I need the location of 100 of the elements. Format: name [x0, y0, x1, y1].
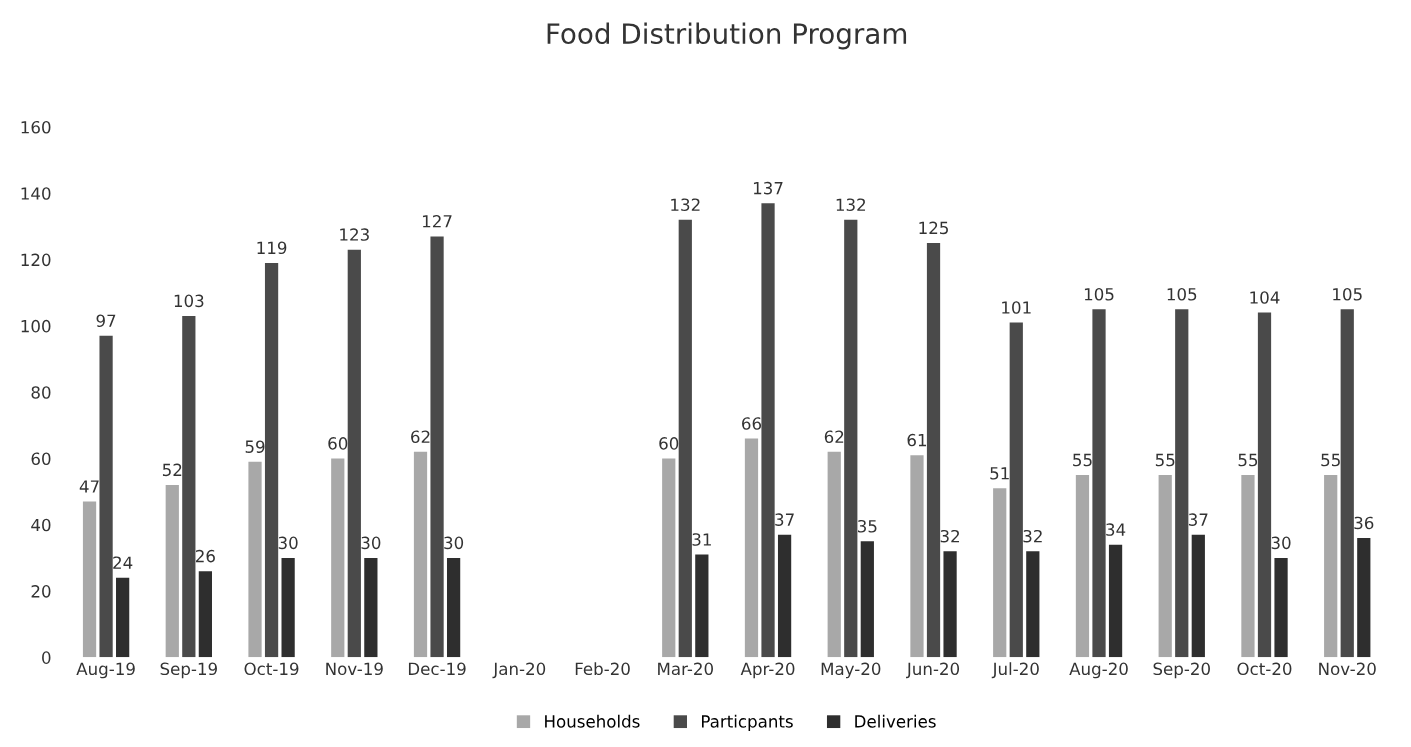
y-tick-label: 120 — [21, 253, 51, 267]
data-label: 62 — [411, 430, 430, 444]
y-tick-label: 20 — [31, 585, 51, 598]
bar — [926, 243, 941, 658]
data-label: 30 — [444, 536, 464, 550]
bar — [662, 458, 676, 658]
data-label: 55 — [1073, 453, 1092, 467]
bar — [844, 219, 858, 658]
x-tick-label: Nov-19 — [326, 662, 383, 676]
bar — [347, 249, 361, 658]
data-label: 105 — [1084, 287, 1114, 301]
bar — [430, 236, 444, 658]
x-tick-label: Aug-19 — [76, 662, 135, 679]
bar — [860, 541, 874, 658]
x-tick-label: Aug-20 — [1069, 662, 1128, 679]
data-label: 119 — [257, 241, 287, 255]
data-label: 66 — [742, 417, 762, 430]
data-label: 31 — [692, 533, 711, 546]
data-label: 30 — [1271, 536, 1291, 550]
legend-label: Deliveries — [855, 714, 936, 728]
data-label: 125 — [919, 221, 948, 235]
bar — [1175, 309, 1189, 658]
data-label: 132 — [836, 198, 866, 212]
bar — [1324, 475, 1338, 658]
data-label: 60 — [328, 437, 348, 450]
bar — [116, 577, 130, 658]
legend-label: Households — [545, 714, 640, 728]
data-label: 101 — [1002, 301, 1031, 314]
bar — [1158, 475, 1172, 658]
data-label: 55 — [1238, 453, 1258, 467]
data-label: 59 — [245, 440, 265, 453]
bar — [678, 219, 692, 658]
bar — [1257, 312, 1272, 658]
x-tick-label: Jan-20 — [492, 662, 546, 679]
data-label: 52 — [162, 463, 182, 477]
data-label: 36 — [1354, 516, 1374, 530]
bar — [1241, 475, 1255, 658]
bar — [165, 484, 179, 658]
data-label: 30 — [361, 536, 381, 550]
bar — [1075, 475, 1090, 658]
data-label: 105 — [1167, 287, 1197, 301]
bar — [744, 438, 759, 658]
data-label: 32 — [940, 529, 960, 543]
y-tick-label: 40 — [31, 518, 51, 532]
bar — [761, 203, 775, 658]
bar — [99, 335, 113, 658]
bar — [943, 551, 957, 658]
bar — [446, 557, 461, 658]
x-tick-label: Dec-19 — [408, 662, 466, 676]
y-tick-label: 0 — [42, 651, 51, 664]
data-label: 55 — [1321, 453, 1340, 467]
x-tick-label: Jun-20 — [906, 662, 960, 679]
x-tick-label: Apr-20 — [740, 662, 795, 679]
data-label: 34 — [1106, 523, 1126, 536]
data-label: 24 — [113, 556, 133, 569]
x-tick-label: Nov-20 — [1319, 662, 1376, 676]
data-label: 47 — [79, 480, 99, 493]
data-label: 26 — [196, 549, 215, 563]
x-tick-label: May-20 — [821, 662, 881, 679]
x-tick-label: Jul-20 — [991, 662, 1039, 679]
bar — [1340, 309, 1354, 658]
bar — [364, 557, 378, 658]
data-label: 97 — [96, 314, 116, 328]
x-tick-label: Sep-20 — [1153, 662, 1210, 679]
chart-title: Food Distribution Program — [547, 22, 907, 50]
data-label: 61 — [907, 433, 927, 447]
data-label: 32 — [1023, 529, 1042, 543]
data-label: 55 — [1155, 453, 1175, 467]
bar — [264, 262, 279, 658]
bar — [695, 554, 709, 658]
bar — [1026, 551, 1040, 658]
bar — [1108, 544, 1123, 658]
bar — [281, 557, 295, 658]
bar — [1357, 538, 1371, 658]
bar — [248, 461, 262, 658]
data-label: 30 — [278, 536, 298, 550]
data-label: 137 — [753, 181, 783, 195]
y-tick-label: 60 — [31, 452, 51, 466]
bar — [1274, 557, 1288, 658]
bar — [993, 488, 1007, 658]
data-label: 104 — [1250, 291, 1280, 304]
data-label: 51 — [990, 467, 1009, 480]
bar — [198, 571, 212, 658]
bar — [182, 315, 196, 658]
bar — [331, 458, 345, 658]
data-label: 103 — [174, 294, 204, 308]
y-tick-label: 80 — [31, 386, 51, 399]
y-tick-label: 100 — [21, 319, 51, 333]
data-label: 132 — [671, 198, 700, 212]
data-label: 105 — [1333, 287, 1362, 301]
y-tick-label: 140 — [21, 187, 51, 200]
data-label: 37 — [775, 513, 794, 526]
bar — [1009, 322, 1023, 658]
x-tick-label: Oct-20 — [1237, 662, 1292, 676]
x-tick-label: Oct-19 — [244, 662, 299, 676]
bar — [82, 501, 97, 658]
legend-label: Particpants — [702, 714, 793, 731]
bar — [777, 534, 792, 658]
bar — [827, 451, 841, 658]
bar — [413, 451, 428, 658]
